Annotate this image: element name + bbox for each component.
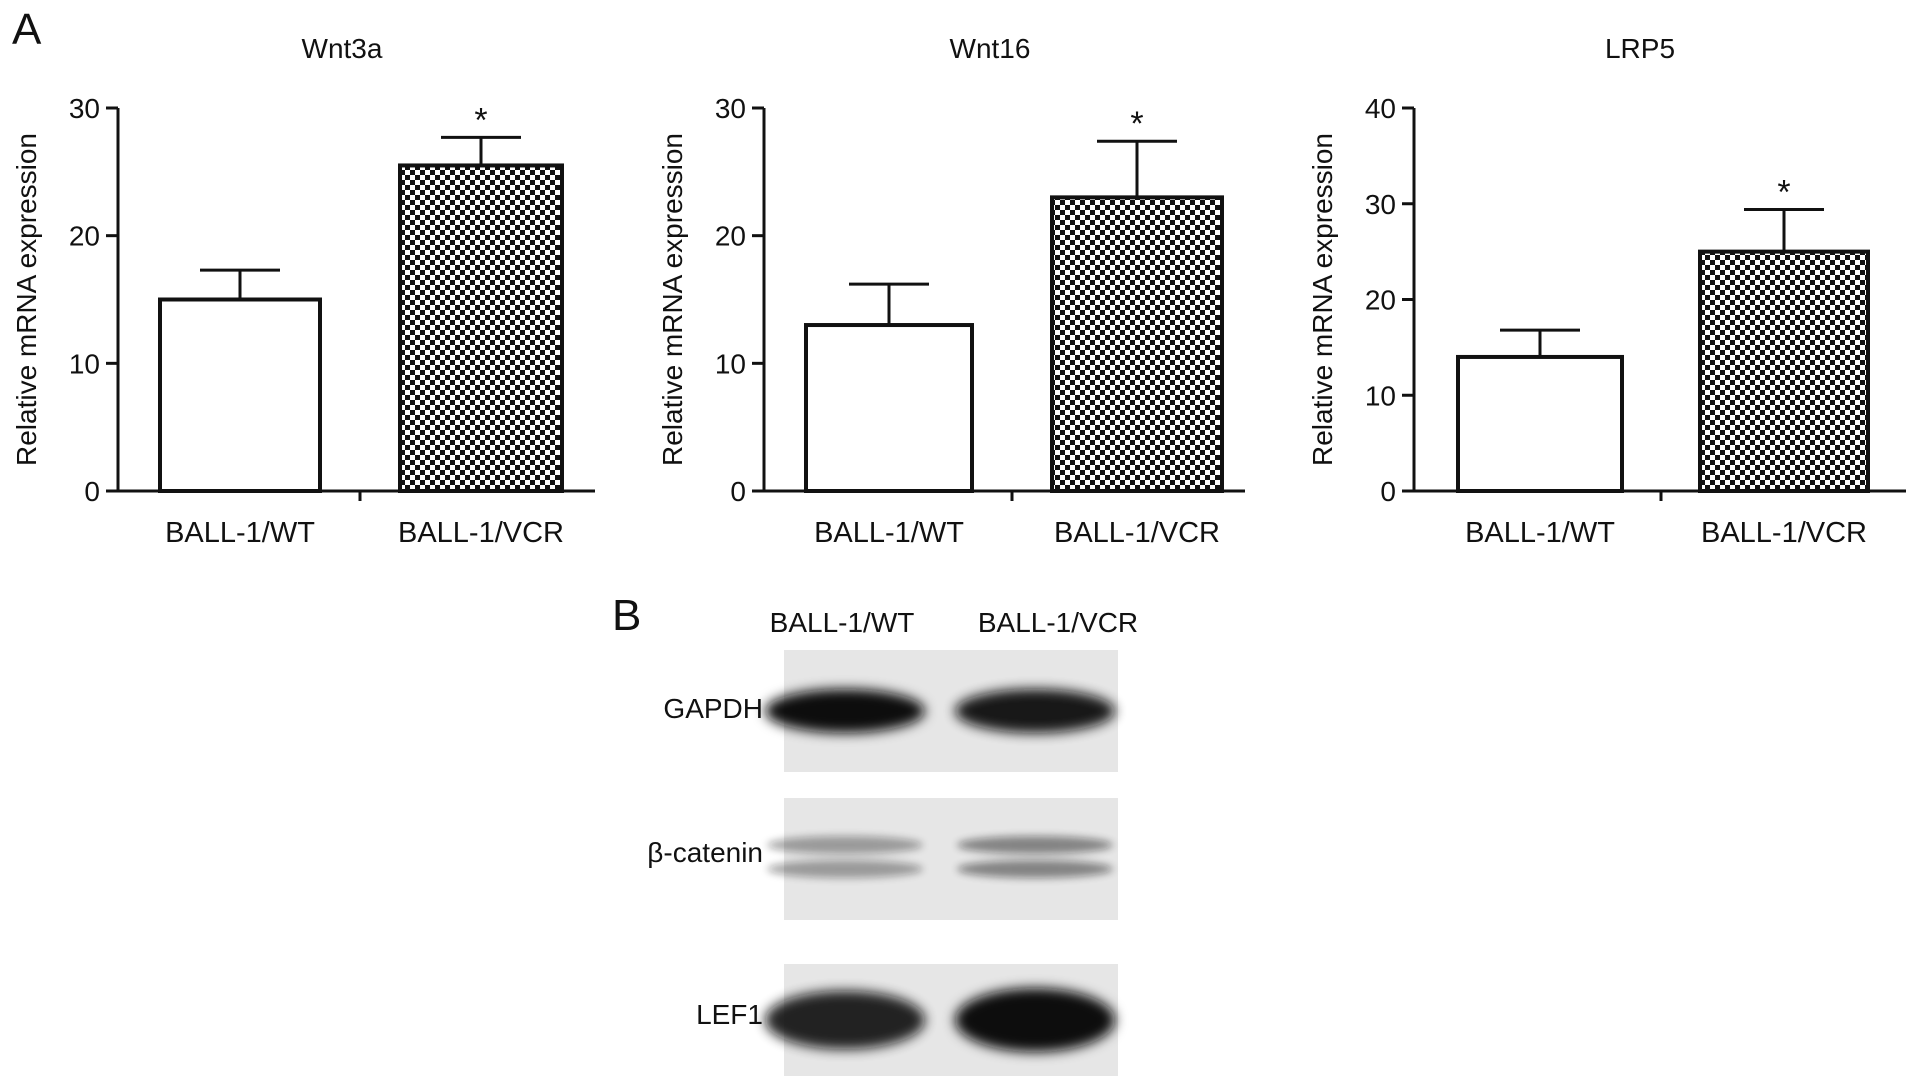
blot-strip-gapdh [765,650,1118,772]
bar-chart-wnt3a: Wnt3a Relative mRNA expression 0 10 20 30 BALL… [11,33,595,549]
bar-ball-1-vcr [1698,249,1870,493]
blot-background [784,798,1118,920]
x-tick-label: BALL-1/VCR [398,517,564,549]
y-tick-label: 0 [1380,476,1396,507]
lane-label-wt: BALL-1/WT [770,607,915,638]
chart-title: Wnt3a [302,33,383,64]
blot-band [957,860,1113,878]
x-tick-label: BALL-1/VCR [1054,517,1220,549]
y-tick-label: 10 [715,348,746,379]
x-tick-label: BALL-1/VCR [1701,517,1867,549]
western-blot: BALL-1/WT BALL-1/VCR GAPDH β-catenin LEF… [647,607,1138,1076]
y-tick-label: 0 [84,476,100,507]
bar-ball-1-wt [1456,354,1624,494]
blot-band [767,860,923,878]
bar-ball-1-vcr [1050,195,1224,493]
y-tick-label: 10 [69,348,100,379]
y-axis-label: Relative mRNA expression [11,133,42,466]
blot-band [955,689,1115,733]
y-tick-label: 30 [69,93,100,124]
panel-label-a: A [12,5,42,54]
blot-band [957,836,1113,854]
significance-marker: * [1130,105,1143,143]
blot-band [765,689,925,733]
significance-marker: * [474,101,487,139]
chart-title: LRP5 [1605,33,1675,64]
blot-band [767,836,923,854]
lane-label-vcr: BALL-1/VCR [978,607,1138,638]
blot-band [955,988,1115,1052]
x-tick-label: BALL-1/WT [165,517,315,549]
panel-label-b: B [612,591,641,640]
bar-ball-1-wt [158,297,322,493]
y-tick-label: 40 [1365,93,1396,124]
y-tick-label: 0 [730,476,746,507]
blot-row-label-beta-catenin: β-catenin [647,837,763,868]
x-tick-label: BALL-1/WT [814,517,964,549]
blot-strip--catenin [767,798,1118,920]
y-tick-label: 20 [69,221,100,252]
y-tick-label: 10 [1365,380,1396,411]
y-tick-label: 30 [1365,189,1396,220]
blot-row-label-lef1: LEF1 [696,999,763,1030]
y-tick-label: 20 [1365,285,1396,316]
y-axis-label: Relative mRNA expression [1307,133,1338,466]
y-tick-label: 20 [715,221,746,252]
bar-ball-1-wt [804,323,974,493]
blot-strip-lef1 [765,964,1118,1076]
chart-title: Wnt16 [950,33,1031,64]
y-tick-label: 30 [715,93,746,124]
x-tick-label: BALL-1/WT [1465,517,1615,549]
bar-ball-1-vcr [398,163,564,493]
blot-band [765,990,925,1050]
bar-chart-wnt16: Wnt16 Relative mRNA expression 0 10 20 30 BALL… [657,33,1245,549]
bar-chart-lrp5: LRP5 Relative mRNA expression 0 10 20 30 40 BAL… [1307,33,1906,549]
significance-marker: * [1777,173,1790,211]
y-axis-label: Relative mRNA expression [657,133,688,466]
blot-row-label-gapdh: GAPDH [663,693,763,724]
